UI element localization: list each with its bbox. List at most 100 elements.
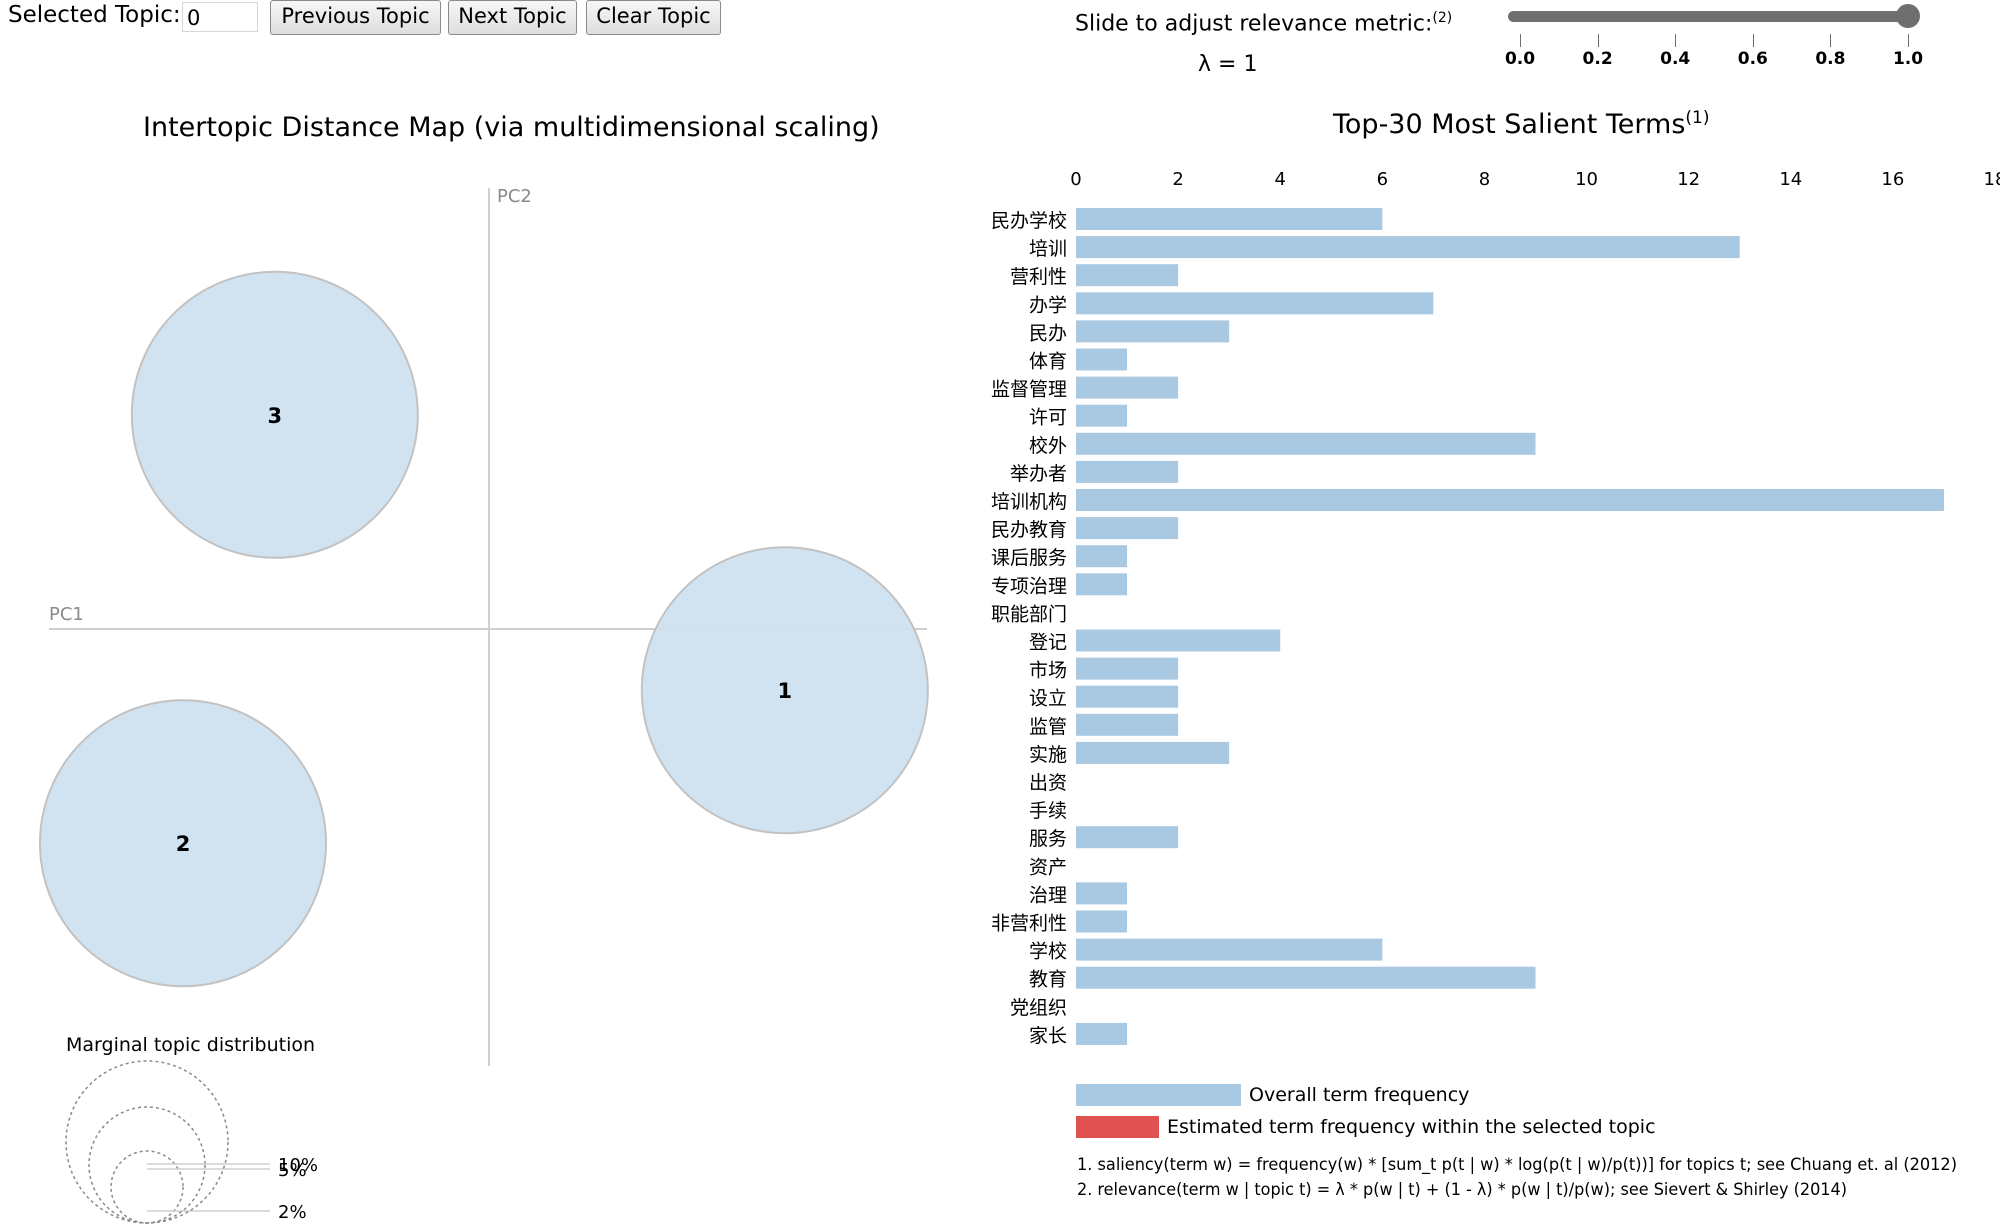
term-label[interactable]: 手续	[1029, 800, 1067, 822]
term-bar[interactable]	[1076, 236, 1740, 259]
saliency-footnote: 1. saliency(term w) = frequency(w) * [su…	[1077, 1155, 1957, 1175]
term-label[interactable]: 设立	[1029, 688, 1067, 710]
legend-topic-swatch	[1076, 1116, 1159, 1138]
term-bar[interactable]	[1076, 432, 1536, 455]
term-label[interactable]: 培训机构	[991, 491, 1067, 513]
slider-tick-label: 0.4	[1660, 49, 1691, 69]
term-label[interactable]: 监督管理	[991, 379, 1067, 401]
term-label[interactable]: 培训	[1029, 238, 1067, 260]
x-tick-label: 0	[1070, 169, 1081, 190]
marginal-legend-circle	[65, 1060, 229, 1224]
term-label[interactable]: 党组织	[1010, 997, 1067, 1019]
selected-topic-input[interactable]: 0	[182, 2, 258, 32]
term-bar[interactable]	[1076, 376, 1179, 399]
slider-tick-label: 1.0	[1892, 49, 1924, 69]
topic-circle-2[interactable]	[39, 699, 327, 988]
term-bar[interactable]	[1076, 573, 1128, 596]
term-label[interactable]: 许可	[1029, 407, 1067, 429]
slider-tick-mark	[1520, 34, 1521, 47]
term-bar[interactable]	[1076, 348, 1128, 371]
term-label[interactable]: 实施	[1029, 744, 1067, 766]
slider-tick-label: 0.0	[1504, 49, 1536, 69]
slider-tick-mark	[1908, 34, 1909, 47]
x-tick-label: 2	[1172, 169, 1183, 190]
term-bar[interactable]	[1076, 292, 1434, 315]
x-tick-label: 12	[1677, 169, 1700, 190]
term-label[interactable]: 学校	[1029, 941, 1067, 963]
term-bar[interactable]	[1076, 517, 1179, 540]
term-label[interactable]: 出资	[1029, 772, 1067, 794]
previous-topic-button[interactable]: Previous Topic	[270, 0, 441, 35]
term-label[interactable]: 登记	[1029, 632, 1067, 654]
term-bar[interactable]	[1076, 629, 1281, 652]
term-label[interactable]: 校外	[1029, 435, 1067, 457]
term-label[interactable]: 非营利性	[991, 913, 1067, 935]
term-bar[interactable]	[1076, 938, 1383, 961]
term-bar[interactable]	[1076, 460, 1179, 483]
term-label[interactable]: 监管	[1029, 716, 1067, 738]
term-bar[interactable]	[1076, 1022, 1128, 1045]
slider-tick-mark	[1830, 34, 1832, 47]
term-bar[interactable]	[1076, 545, 1128, 568]
relevance-slider-thumb[interactable]	[1896, 4, 1920, 28]
term-bar[interactable]	[1076, 657, 1179, 680]
term-bar[interactable]	[1076, 826, 1179, 849]
selected-topic-label: Selected Topic:	[8, 2, 181, 28]
pc2-axis-label: PC2	[497, 186, 532, 207]
salient-terms-footnote-ref: (1)	[1685, 108, 1710, 128]
intertopic-distance-map: PC2 PC1 123 Marginal topic distribution …	[39, 186, 929, 1224]
slider-tick-mark	[1675, 34, 1677, 47]
term-bar[interactable]	[1076, 966, 1536, 989]
relevance-slider-track[interactable]	[1508, 11, 1908, 22]
term-bar[interactable]	[1076, 404, 1128, 427]
term-label[interactable]: 专项治理	[991, 575, 1067, 597]
relevance-footnote-ref: (2)	[1432, 10, 1453, 26]
term-label[interactable]: 治理	[1029, 884, 1067, 906]
term-bar[interactable]	[1076, 713, 1179, 736]
term-bar[interactable]	[1076, 685, 1179, 708]
term-label[interactable]: 市场	[1029, 660, 1067, 682]
term-label[interactable]: 资产	[1029, 856, 1067, 878]
term-label[interactable]: 课后服务	[991, 547, 1067, 569]
marginal-legend-label: 5%	[278, 1160, 307, 1181]
salient-terms-chart: 0 2 4 6 8 10 12 14 16 18 民办学校培训营利性办学民办体育监督管理许可校外举…	[991, 169, 2000, 1200]
x-tick-label: 10	[1575, 169, 1598, 190]
term-bar[interactable]	[1076, 910, 1128, 933]
term-bar[interactable]	[1076, 208, 1383, 230]
topic-circle-label: 1	[777, 679, 792, 703]
term-bar[interactable]	[1076, 264, 1179, 287]
relevance-footnote: 2. relevance(term w | topic t) = λ * p(w…	[1077, 1180, 1847, 1200]
term-label[interactable]: 办学	[1029, 294, 1067, 316]
lambda-value: λ = 1	[1198, 52, 1258, 77]
marginal-distribution-title: Marginal topic distribution	[66, 1034, 315, 1056]
salient-terms-title-text: Top-30 Most Salient Terms	[1333, 109, 1686, 140]
term-label[interactable]: 民办学校	[991, 210, 1067, 232]
x-tick-label: 6	[1377, 169, 1388, 190]
x-tick-label: 4	[1274, 169, 1285, 190]
relevance-slider-title-text: Slide to adjust relevance metric:	[1075, 11, 1433, 37]
term-label[interactable]: 家长	[1029, 1025, 1067, 1047]
term-bar[interactable]	[1076, 741, 1230, 764]
clear-topic-button[interactable]: Clear Topic	[586, 0, 721, 35]
term-label[interactable]: 民办	[1029, 322, 1067, 344]
term-bar[interactable]	[1076, 489, 1944, 511]
legend-overall-swatch	[1076, 1084, 1241, 1106]
term-label[interactable]: 服务	[1029, 828, 1067, 850]
term-label[interactable]: 体育	[1029, 351, 1067, 373]
topic-circle-3[interactable]	[130, 270, 419, 559]
slider-tick-mark	[1597, 34, 1599, 47]
term-bar[interactable]	[1076, 882, 1128, 905]
legend-topic-label: Estimated term frequency within the sele…	[1167, 1116, 1656, 1138]
term-label[interactable]: 营利性	[1010, 266, 1067, 288]
topic-circle-1[interactable]	[640, 546, 929, 835]
legend-overall-label: Overall term frequency	[1249, 1084, 1469, 1106]
term-label[interactable]: 教育	[1029, 969, 1067, 991]
marginal-legend-label: 10%	[278, 1155, 318, 1176]
term-label[interactable]: 民办教育	[991, 519, 1067, 541]
term-bar[interactable]	[1076, 320, 1230, 343]
term-label[interactable]: 职能部门	[991, 603, 1067, 625]
next-topic-button[interactable]: Next Topic	[448, 0, 577, 35]
topic-circle-label: 2	[176, 832, 191, 856]
term-label[interactable]: 举办者	[1010, 463, 1067, 485]
intertopic-map-title: Intertopic Distance Map (via multidimens…	[143, 112, 880, 143]
